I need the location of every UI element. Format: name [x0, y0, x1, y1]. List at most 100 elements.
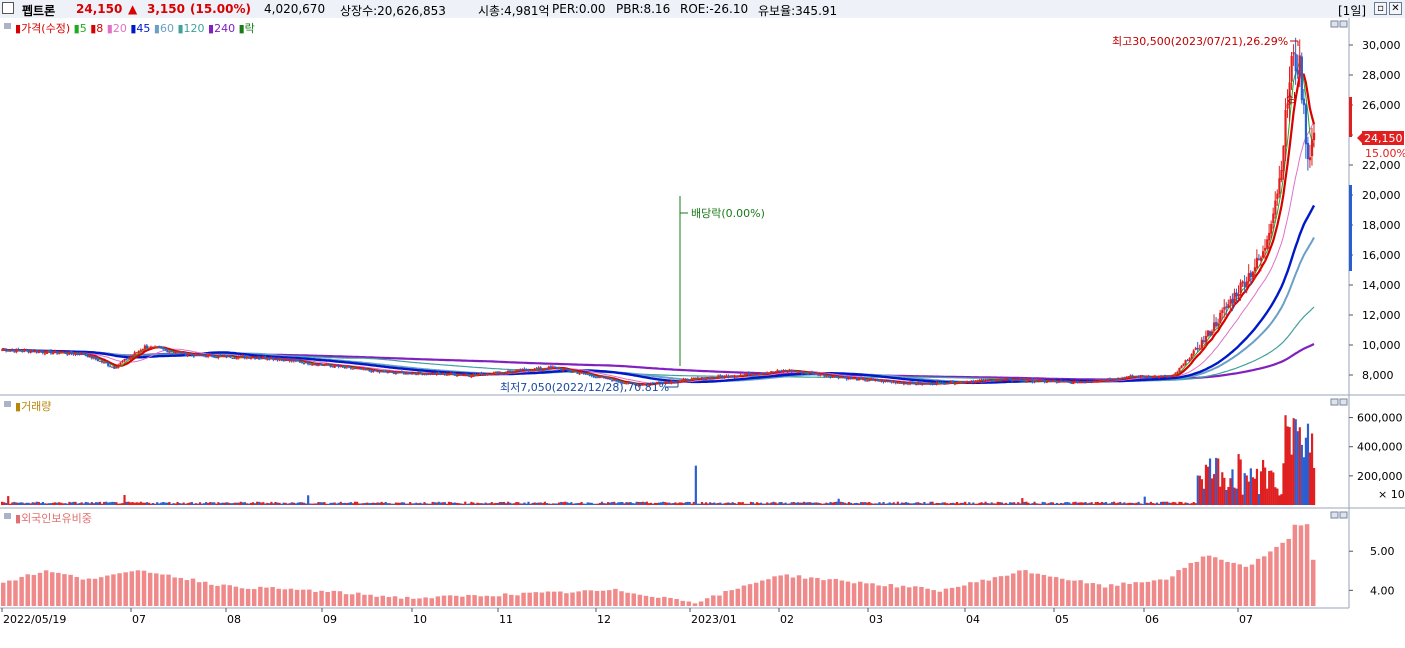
volume-bar — [288, 503, 291, 505]
restore-button[interactable]: ▫ — [1374, 2, 1387, 15]
volume-bar — [1259, 471, 1263, 505]
stock-chart[interactable]: ▮가격(수정) ▮5 ▮8 ▮20 ▮45 ▮60 ▮120 ▮240 ▮락 ▮… — [0, 18, 1405, 648]
volume-bar — [964, 501, 967, 505]
candle-body — [1139, 375, 1142, 378]
price-panel-icon — [4, 23, 11, 29]
candle-body — [245, 357, 249, 359]
candle-body — [1147, 376, 1150, 378]
foreign-bar — [753, 582, 759, 606]
volume-bar — [200, 503, 204, 505]
volume-bar — [98, 501, 102, 505]
volume-bar — [500, 502, 504, 505]
foreign-bar — [1047, 576, 1053, 606]
foreign-bar — [723, 591, 728, 606]
candle-body — [890, 381, 893, 383]
candle-body — [1108, 378, 1112, 380]
candle-body — [792, 370, 795, 372]
candle-body — [284, 359, 287, 362]
volume-panel-controls[interactable] — [1330, 398, 1348, 406]
y-tick-label: 600,000 — [1357, 412, 1403, 425]
candle-body — [1241, 281, 1244, 284]
volume-bar — [135, 502, 138, 505]
volume-bar — [945, 503, 948, 505]
x-tick-label: 09 — [323, 613, 337, 626]
volume-bar — [751, 502, 755, 505]
volume-bar — [1002, 503, 1006, 505]
candle-body — [313, 364, 316, 366]
candle-body — [543, 368, 546, 370]
volume-bar — [845, 503, 848, 505]
period-selector[interactable]: [1일] — [1338, 4, 1367, 18]
volume-bar — [307, 495, 310, 505]
volume-bar — [804, 502, 808, 505]
foreign-bar — [1078, 580, 1083, 606]
foreign-bar — [74, 577, 79, 606]
foreign-panel-controls[interactable] — [1330, 511, 1348, 519]
volume-bar — [649, 502, 653, 505]
volume-bar — [325, 503, 328, 505]
volume-bar — [1313, 467, 1316, 505]
candle-body — [343, 367, 346, 369]
foreign-bar — [270, 587, 275, 606]
volume-bar — [1074, 501, 1077, 505]
volume-bar — [933, 503, 936, 505]
volume-bar — [45, 503, 49, 505]
volume-bar — [706, 503, 710, 505]
volume-bar — [953, 503, 957, 505]
foreign-bar — [729, 590, 734, 606]
volume-bar — [641, 501, 644, 505]
candle-body — [992, 380, 995, 382]
foreign-bar — [1145, 581, 1151, 606]
candle-body — [966, 381, 969, 383]
volume-bar — [704, 502, 708, 505]
candle-body — [168, 351, 171, 353]
candle-body — [17, 349, 20, 351]
volume-bar — [717, 502, 720, 505]
candle-body — [747, 372, 750, 376]
candle-body — [619, 382, 622, 384]
candle-body — [751, 374, 755, 376]
foreign-bar — [43, 570, 49, 606]
candle-body — [331, 366, 334, 368]
volume-bar — [49, 503, 53, 505]
volume-bar — [1064, 502, 1067, 505]
volume-bar — [80, 502, 83, 505]
price-panel-controls[interactable] — [1330, 20, 1348, 28]
candle-body — [302, 362, 306, 364]
volume-bar — [947, 503, 950, 505]
volume-bar — [1147, 503, 1150, 505]
volume-bar — [745, 503, 748, 505]
volume-bar — [333, 502, 336, 505]
candle-body — [211, 354, 214, 357]
candle-body — [58, 352, 61, 354]
volume-bar — [470, 501, 473, 505]
volume-bar — [302, 502, 306, 505]
candle-body — [364, 368, 367, 370]
volume-bar — [923, 501, 926, 505]
candle-body — [133, 352, 136, 356]
close-button[interactable]: ✕ — [1389, 2, 1402, 15]
volume-bar — [235, 502, 238, 505]
volume-bar — [1178, 501, 1181, 505]
candle-body — [600, 375, 604, 378]
candle-body — [31, 350, 34, 353]
candle-body — [574, 371, 577, 373]
candle-body — [1245, 281, 1248, 286]
candle-body — [980, 379, 983, 381]
candle-body — [37, 351, 40, 353]
volume-bar — [855, 502, 859, 505]
foreign-bar — [1011, 573, 1016, 606]
candle-body — [1000, 378, 1004, 380]
foreign-bar — [857, 581, 863, 606]
volume-bar — [1104, 501, 1108, 505]
volume-bar — [1047, 503, 1050, 505]
y-tick-label: 26,000 — [1362, 99, 1401, 112]
volume-bar — [362, 503, 365, 505]
candle-body — [29, 351, 32, 353]
candle-body — [172, 352, 175, 354]
candle-body — [388, 371, 391, 373]
candle-body — [1290, 55, 1293, 82]
select-checkbox[interactable] — [2, 2, 14, 14]
volume-bar — [513, 503, 516, 505]
foreign-bar — [294, 589, 300, 606]
